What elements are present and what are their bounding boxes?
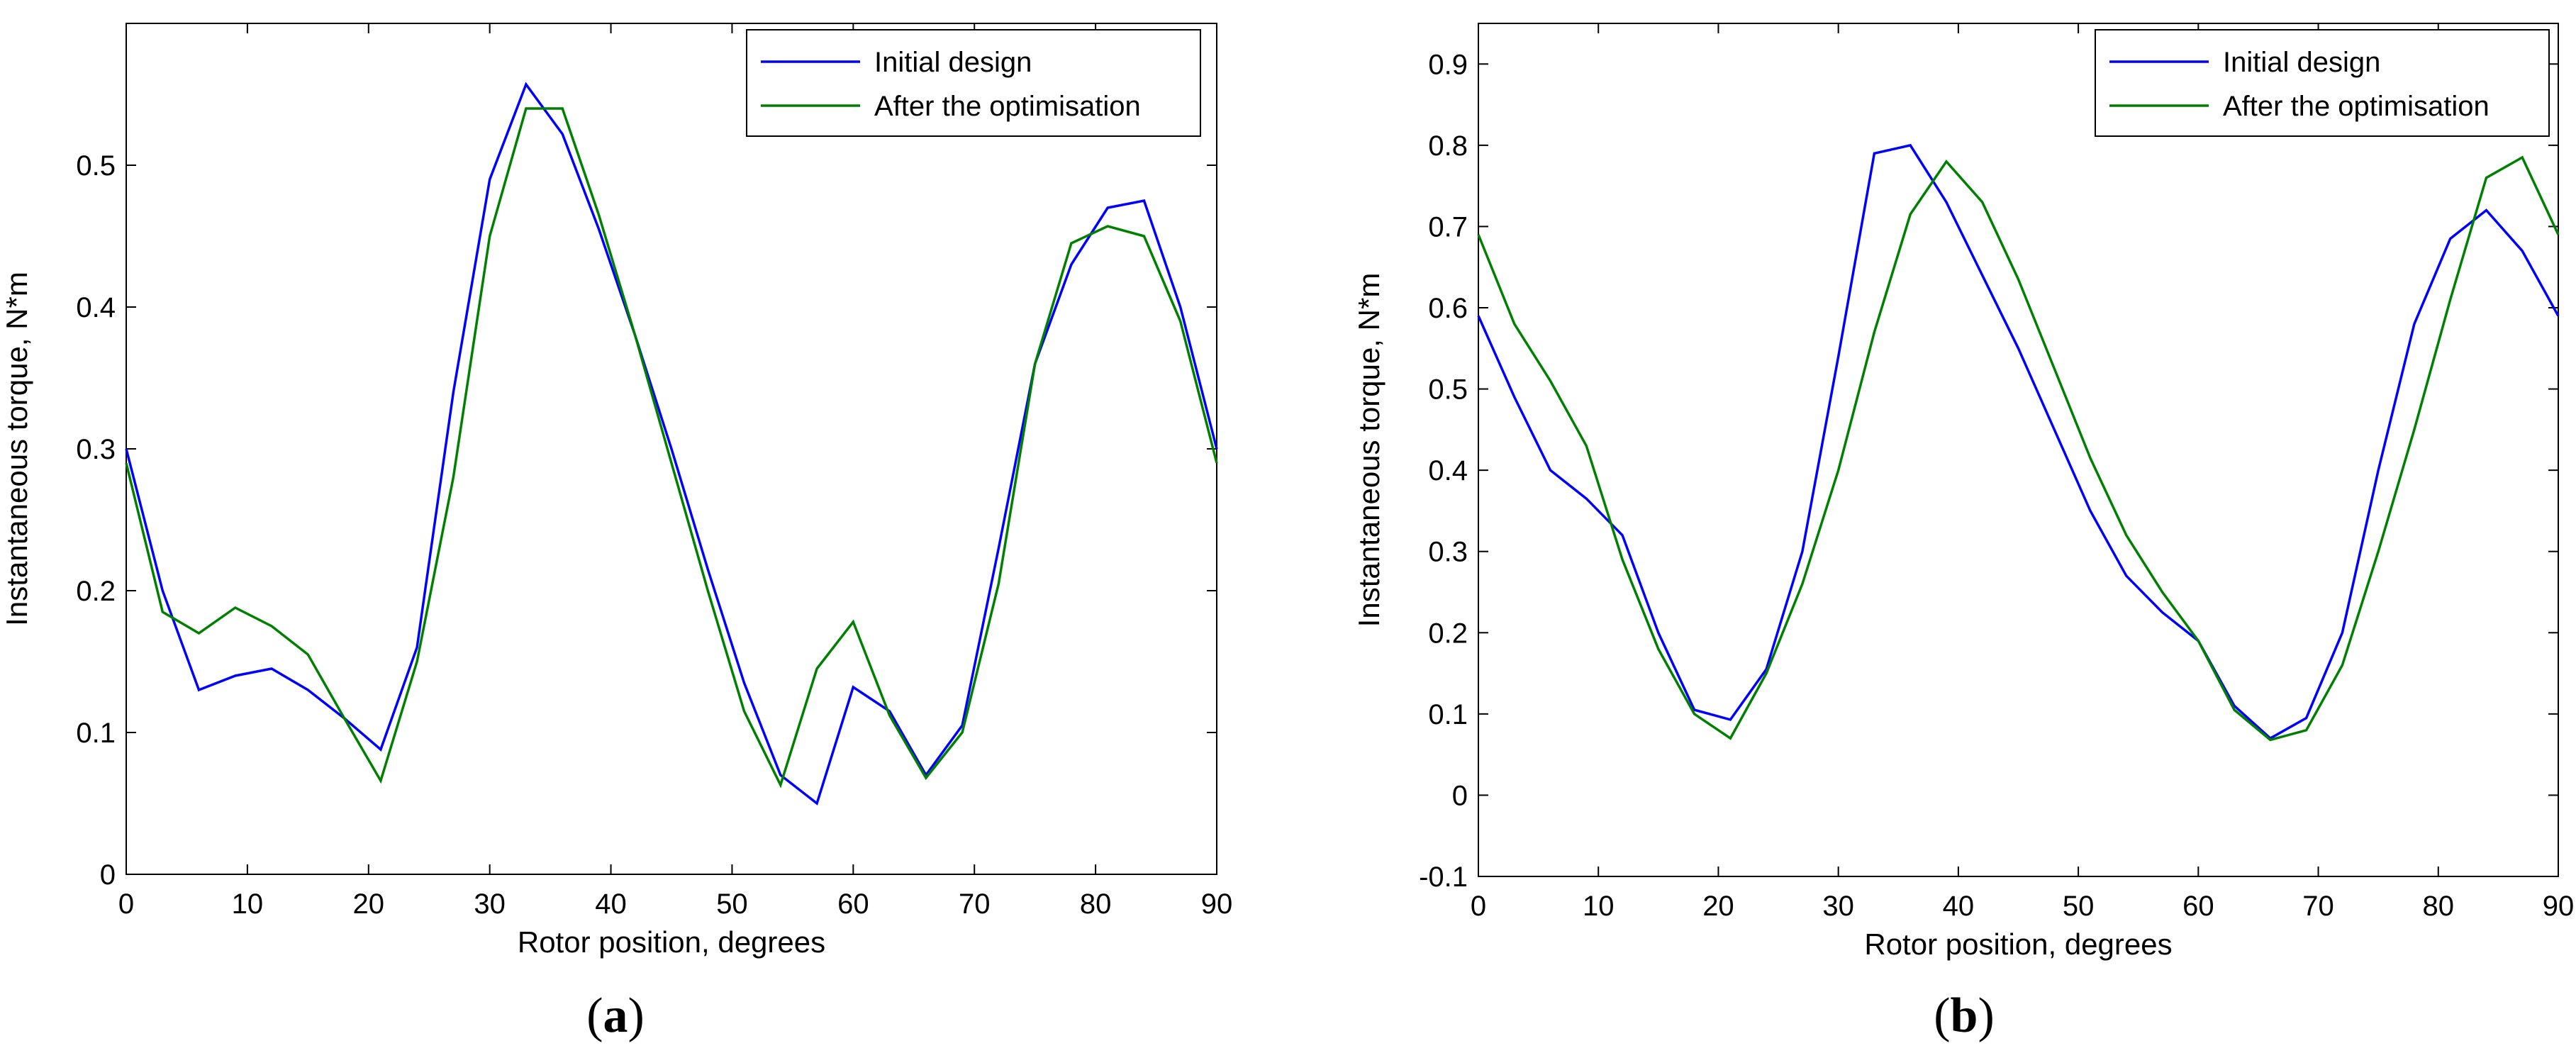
panel-a: 0 10 20 30 40 50 60 70 80 90 0 0.1 0.2 0.3 0.4 0.5 Rotor… (0, 23, 1232, 1043)
x-tick-label: 80 (2423, 891, 2455, 922)
y-tick-label: 0.6 (1428, 293, 1468, 324)
x-tick-label: 90 (2543, 891, 2575, 922)
legend: Initial design After the optimisation (2095, 29, 2550, 137)
x-axis-label: Rotor position, degrees (518, 925, 825, 959)
y-axis-label: Instantaneous torque, N*m (1352, 273, 1385, 628)
x-tick-label: 30 (1822, 891, 1854, 922)
y-axis-label: Instantaneous torque, N*m (0, 272, 33, 626)
y-tick-label: 0.3 (1428, 537, 1468, 568)
y-tick-label: 0 (1452, 780, 1468, 811)
x-tick-label: 60 (837, 888, 869, 920)
y-tick-label: 0.5 (76, 150, 116, 182)
y-tick-label: 0 (100, 859, 116, 891)
series-line-initial-design (1477, 143, 2560, 740)
y-tick-label: 0.4 (1428, 455, 1468, 486)
y-tick-label: 0.4 (76, 292, 116, 323)
y-tick-label: -0.1 (1419, 862, 1468, 893)
panel-b: 0 10 20 30 40 50 60 70 80 90-0.100.10.20.30.40.50… (1352, 23, 2574, 1043)
legend-label: After the optimisation (2223, 91, 2489, 122)
y-tick-label: 0.1 (76, 718, 116, 749)
panel-label: (a) (586, 988, 645, 1043)
x-tick-label: 30 (474, 888, 506, 920)
x-tick-label: 0 (118, 888, 134, 920)
x-tick-label: 50 (716, 888, 748, 920)
y-tick-label: 0.5 (1428, 374, 1468, 406)
x-axis-label: Rotor position, degrees (1864, 927, 2172, 961)
x-tick-label: 0 (1471, 891, 1486, 922)
x-tick-label: 50 (2063, 891, 2095, 922)
y-tick-label: 0.7 (1428, 211, 1468, 243)
plot-area-frame (1478, 23, 2559, 877)
x-tick-label: 90 (1201, 888, 1233, 920)
series-line-after-optimisation (1477, 155, 2560, 742)
x-tick-label: 20 (353, 888, 385, 920)
x-tick-label: 40 (1943, 891, 1975, 922)
legend-label: Initial design (2223, 47, 2380, 78)
y-tick-label: 0.2 (76, 576, 116, 607)
x-tick-label: 10 (1583, 891, 1615, 922)
legend-label: Initial design (874, 47, 1032, 78)
x-tick-label: 80 (1080, 888, 1112, 920)
x-tick-label: 60 (2182, 891, 2214, 922)
x-tick-label: 20 (1702, 891, 1734, 922)
legend: Initial design After the optimisation (746, 29, 1201, 137)
y-tick-label: 0.2 (1428, 618, 1468, 649)
x-tick-label: 70 (2302, 891, 2334, 922)
panel-label: (b) (1934, 988, 1995, 1043)
y-tick-label: 0.8 (1428, 130, 1468, 162)
legend-box (746, 29, 1201, 137)
y-tick-label: 0.1 (1428, 699, 1468, 730)
x-tick-label: 40 (595, 888, 627, 920)
legend-box (2095, 29, 2550, 137)
legend-label: After the optimisation (874, 91, 1141, 122)
x-tick-label: 10 (232, 888, 264, 920)
series-line-after-optimisation (125, 107, 1218, 789)
x-tick-label: 70 (959, 888, 991, 920)
y-tick-label: 0.3 (76, 434, 116, 465)
y-tick-label: 0.9 (1428, 49, 1468, 80)
